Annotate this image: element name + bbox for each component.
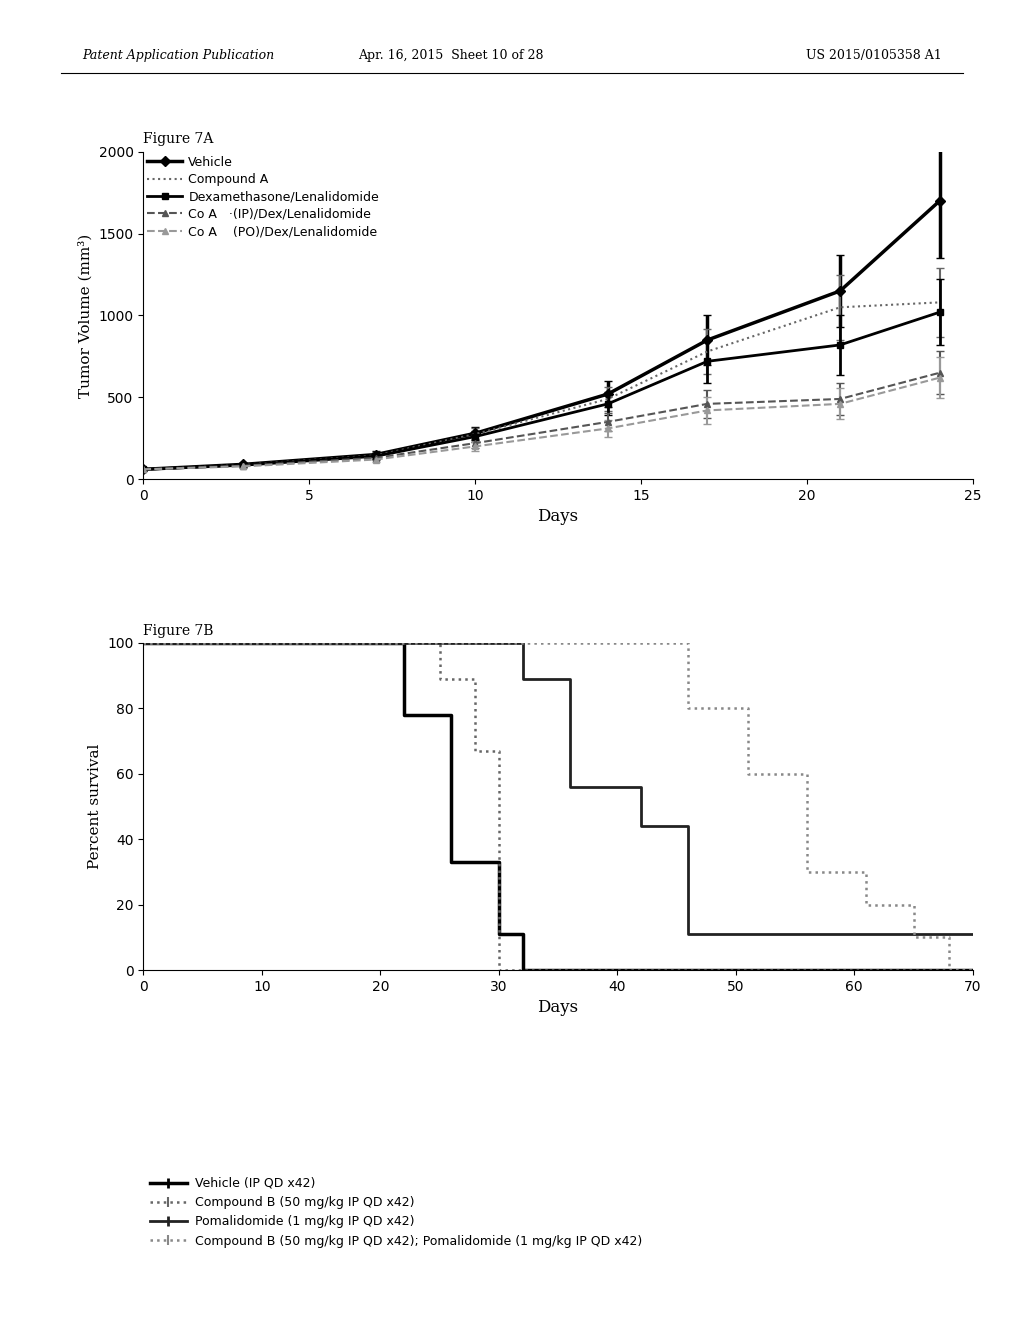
Pomalidomide (1 mg/kg IP QD x42) xyxy=(516,671,528,686)
Compound B (50 mg/kg IP QD x42); Pomalidomide (1 mg/kg IP QD x42) xyxy=(967,962,979,978)
Vehicle (IP QD x42) xyxy=(137,635,150,651)
Compound B (50 mg/kg IP QD x42) xyxy=(137,635,150,651)
Line: Pomalidomide (1 mg/kg IP QD x42): Pomalidomide (1 mg/kg IP QD x42) xyxy=(143,643,973,935)
X-axis label: Days: Days xyxy=(538,508,579,525)
Y-axis label: Percent survival: Percent survival xyxy=(88,744,101,869)
Compound B (50 mg/kg IP QD x42); Pomalidomide (1 mg/kg IP QD x42) xyxy=(682,701,694,717)
Compound B (50 mg/kg IP QD x42) xyxy=(433,635,445,651)
Pomalidomide (1 mg/kg IP QD x42) xyxy=(635,818,647,834)
Compound B (50 mg/kg IP QD x42); Pomalidomide (1 mg/kg IP QD x42) xyxy=(943,929,955,945)
Compound B (50 mg/kg IP QD x42); Pomalidomide (1 mg/kg IP QD x42) xyxy=(682,635,694,651)
Compound B (50 mg/kg IP QD x42); Pomalidomide (1 mg/kg IP QD x42) xyxy=(137,635,150,651)
Pomalidomide (1 mg/kg IP QD x42) xyxy=(967,927,979,942)
Vehicle (IP QD x42) xyxy=(445,708,458,723)
Text: Figure 7A: Figure 7A xyxy=(143,132,214,147)
Compound B (50 mg/kg IP QD x42); Pomalidomide (1 mg/kg IP QD x42) xyxy=(943,962,955,978)
Legend: Vehicle, Compound A, Dexamethasone/Lenalidomide, Co A   ·(IP)/Dex/Lenalidomide, : Vehicle, Compound A, Dexamethasone/Lenal… xyxy=(147,156,379,238)
Compound B (50 mg/kg IP QD x42) xyxy=(469,743,481,759)
Y-axis label: Tumor Volume (mm³): Tumor Volume (mm³) xyxy=(79,234,93,397)
Text: Figure 7B: Figure 7B xyxy=(143,623,214,638)
Legend: Vehicle (IP QD x42), Compound B (50 mg/kg IP QD x42), Pomalidomide (1 mg/kg IP Q: Vehicle (IP QD x42), Compound B (50 mg/k… xyxy=(150,1177,642,1247)
Vehicle (IP QD x42) xyxy=(516,927,528,942)
Compound B (50 mg/kg IP QD x42); Pomalidomide (1 mg/kg IP QD x42) xyxy=(907,896,920,912)
Compound B (50 mg/kg IP QD x42) xyxy=(433,671,445,686)
Line: Compound B (50 mg/kg IP QD x42): Compound B (50 mg/kg IP QD x42) xyxy=(143,643,973,970)
Vehicle (IP QD x42) xyxy=(493,854,505,870)
Pomalidomide (1 mg/kg IP QD x42) xyxy=(682,818,694,834)
Vehicle (IP QD x42) xyxy=(516,962,528,978)
Text: US 2015/0105358 A1: US 2015/0105358 A1 xyxy=(806,49,942,62)
Compound B (50 mg/kg IP QD x42) xyxy=(967,962,979,978)
Line: Vehicle (IP QD x42): Vehicle (IP QD x42) xyxy=(143,643,973,970)
Compound B (50 mg/kg IP QD x42); Pomalidomide (1 mg/kg IP QD x42) xyxy=(741,701,754,717)
Compound B (50 mg/kg IP QD x42); Pomalidomide (1 mg/kg IP QD x42) xyxy=(741,766,754,781)
Pomalidomide (1 mg/kg IP QD x42) xyxy=(564,779,577,795)
Pomalidomide (1 mg/kg IP QD x42) xyxy=(137,635,150,651)
Pomalidomide (1 mg/kg IP QD x42) xyxy=(682,927,694,942)
Compound B (50 mg/kg IP QD x42) xyxy=(552,962,564,978)
Vehicle (IP QD x42) xyxy=(445,854,458,870)
Compound B (50 mg/kg IP QD x42); Pomalidomide (1 mg/kg IP QD x42) xyxy=(860,896,872,912)
Compound B (50 mg/kg IP QD x42); Pomalidomide (1 mg/kg IP QD x42) xyxy=(907,929,920,945)
X-axis label: Days: Days xyxy=(538,999,579,1016)
Vehicle (IP QD x42) xyxy=(493,927,505,942)
Vehicle (IP QD x42) xyxy=(967,962,979,978)
Compound B (50 mg/kg IP QD x42) xyxy=(493,962,505,978)
Pomalidomide (1 mg/kg IP QD x42) xyxy=(516,635,528,651)
Compound B (50 mg/kg IP QD x42); Pomalidomide (1 mg/kg IP QD x42) xyxy=(860,865,872,880)
Compound B (50 mg/kg IP QD x42); Pomalidomide (1 mg/kg IP QD x42) xyxy=(801,865,813,880)
Compound B (50 mg/kg IP QD x42) xyxy=(469,671,481,686)
Text: Patent Application Publication: Patent Application Publication xyxy=(82,49,274,62)
Pomalidomide (1 mg/kg IP QD x42) xyxy=(635,779,647,795)
Pomalidomide (1 mg/kg IP QD x42) xyxy=(564,671,577,686)
Line: Compound B (50 mg/kg IP QD x42); Pomalidomide (1 mg/kg IP QD x42): Compound B (50 mg/kg IP QD x42); Pomalid… xyxy=(143,643,973,970)
Compound B (50 mg/kg IP QD x42); Pomalidomide (1 mg/kg IP QD x42) xyxy=(801,766,813,781)
Compound B (50 mg/kg IP QD x42) xyxy=(493,743,505,759)
Text: Apr. 16, 2015  Sheet 10 of 28: Apr. 16, 2015 Sheet 10 of 28 xyxy=(357,49,544,62)
Vehicle (IP QD x42) xyxy=(398,635,411,651)
Vehicle (IP QD x42) xyxy=(398,708,411,723)
Compound B (50 mg/kg IP QD x42) xyxy=(552,962,564,978)
